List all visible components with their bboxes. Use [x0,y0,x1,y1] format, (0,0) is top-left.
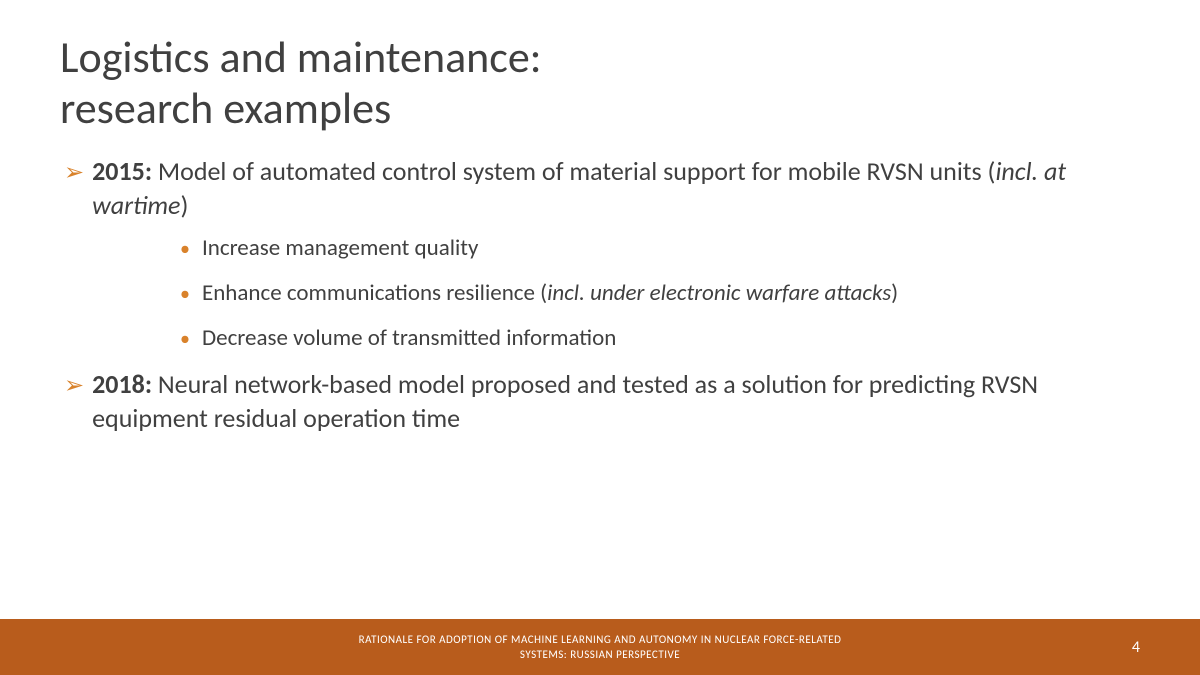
footer-text: RATIONALE FOR ADOPTION OF MACHINE LEARNI… [359,632,842,663]
bullet-2015-text: 2015: Model of automated control system … [92,155,1140,223]
arrow-icon: ➢ [64,370,84,402]
footer-bar: RATIONALE FOR ADOPTION OF MACHINE LEARNI… [0,619,1200,675]
arrow-icon: ➢ [64,157,84,189]
sub-2-text: Enhance communications resilience (incl.… [202,278,898,309]
footer-line-1: RATIONALE FOR ADOPTION OF MACHINE LEARNI… [359,633,842,646]
sub-bullet-1: • Increase management quality [180,233,1140,264]
year-2015: 2015: [92,155,152,187]
b2-text: Neural network-based model proposed and … [92,368,1038,434]
dot-icon: • [180,329,190,349]
bullet-2018-text: 2018: Neural network-based model propose… [92,368,1140,436]
dot-icon: • [180,284,190,304]
s2-a: Enhance communications resilience ( [202,279,547,307]
s2-b: ) [891,279,898,307]
dot-icon: • [180,239,190,259]
title-line-2: research examples [60,81,391,135]
slide-title: Logistics and maintenance: research exam… [60,32,1140,133]
page-number: 4 [1132,638,1140,657]
sub-bullet-3: • Decrease volume of transmitted informa… [180,323,1140,354]
year-2018: 2018: [92,368,152,400]
sub-3-text: Decrease volume of transmitted informati… [202,323,616,354]
footer-line-2: SYSTEMS: RUSSIAN PERSPECTIVE [520,648,680,661]
s2-italic: incl. under electronic warfare attacks [547,279,891,307]
bullet-2015: ➢ 2015: Model of automated control syste… [64,155,1140,223]
title-line-1: Logistics and maintenance: [60,30,542,84]
sub-bullet-2: • Enhance communications resilience (inc… [180,278,1140,309]
b1-text-b: ) [180,189,188,221]
b1-text-a: Model of automated control system of mat… [152,155,995,187]
sub-1-text: Increase management quality [202,233,478,264]
slide: Logistics and maintenance: research exam… [0,0,1200,675]
bullet-2018: ➢ 2018: Neural network-based model propo… [64,368,1140,436]
